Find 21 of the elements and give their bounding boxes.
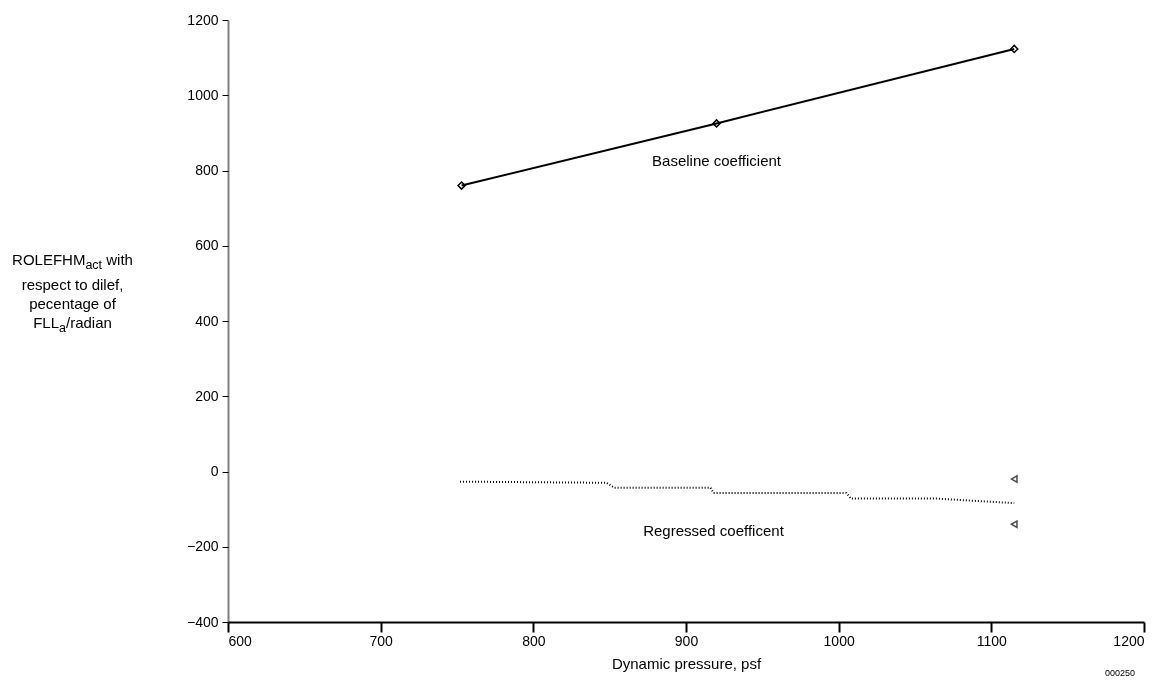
y-tick-label: 600 (195, 237, 219, 254)
text: 000250 (1105, 668, 1136, 678)
x-tick-label: 1200 (1113, 632, 1145, 649)
y-tick-label: 400 (195, 312, 219, 329)
x-tick-label: 600 (228, 632, 253, 649)
x-tick-label: 700 (369, 632, 394, 649)
series-label: Regressed coefficent (643, 521, 785, 539)
y-tick-label: 1000 (187, 86, 219, 103)
y-tick-label: 0 (210, 463, 219, 479)
y-tick-label: −400 (186, 613, 219, 630)
x-tick-label: 1000 (823, 632, 855, 649)
x-axis-title: Dynamic pressure, psf (611, 654, 762, 672)
y-tick-label: 1200 (187, 11, 219, 28)
x-tick-label: 800 (522, 632, 546, 649)
x-tick-label: 900 (674, 632, 699, 649)
y-axis-title: ROLEFHM$_{act}$ with respect to dilef, pecentage of FLL$_{a}$/radian (11, 250, 134, 337)
y-tick-label: 800 (195, 162, 219, 178)
series-label: Baseline coefficient (652, 152, 782, 170)
x-tick-label: 1100 (976, 632, 1008, 649)
y-tick-label: 200 (195, 387, 219, 404)
y-tick-label: −200 (186, 538, 219, 555)
